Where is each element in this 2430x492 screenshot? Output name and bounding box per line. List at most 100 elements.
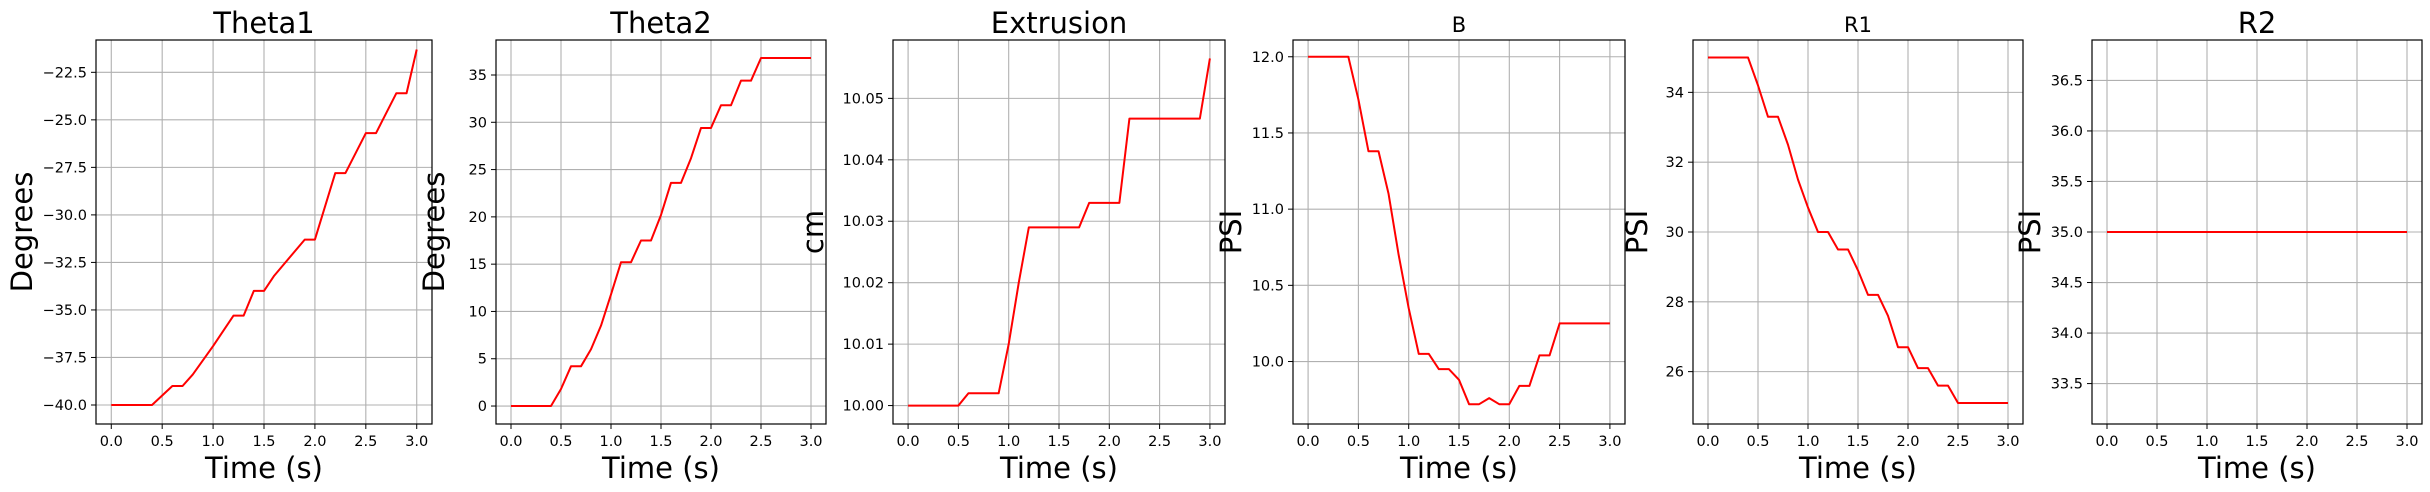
y-tick-label: −35.0 <box>43 303 87 319</box>
x-axis-label: Time (s) <box>204 451 323 485</box>
y-tick-label: 11.5 <box>1252 126 1284 142</box>
x-tick-label: 2.0 <box>2295 434 2318 450</box>
x-tick-label: 2.0 <box>1896 434 1919 450</box>
y-tick-label: 10.00 <box>842 399 884 415</box>
x-tick-label: 0.5 <box>2145 434 2168 450</box>
x-tick-label: 3.0 <box>799 434 822 450</box>
x-tick-label: 3.0 <box>1598 434 1621 450</box>
x-tick-label: 2.0 <box>1498 434 1521 450</box>
y-axis-label: Degrees <box>417 172 451 293</box>
chart-title: R1 <box>1844 13 1872 37</box>
x-tick-label: 0.0 <box>897 434 920 450</box>
chart-panel-4: 0.0 0.5 1.0 1.5 2.0 2.5 3.0 10.0 10.5 11.0 11.5 12.… <box>1214 13 1626 485</box>
chart-title: Extrusion <box>991 6 1127 40</box>
x-tick-label: 1.5 <box>1846 434 1869 450</box>
x-tick-label: 1.5 <box>252 434 275 450</box>
y-tick-label: 36.5 <box>2051 73 2083 89</box>
y-axis-label: Degrees <box>5 172 39 293</box>
y-tick-label: 34 <box>1666 85 1684 101</box>
axes-frame <box>1692 39 2024 425</box>
x-tick-label: 1.0 <box>2195 434 2218 450</box>
x-tick-label: 1.0 <box>997 434 1020 450</box>
y-tick-label: 26 <box>1666 365 1684 381</box>
x-tick-label: 2.0 <box>1098 434 1121 450</box>
x-tick-label: 1.5 <box>1447 434 1470 450</box>
x-tick-label: 3.0 <box>2395 434 2418 450</box>
y-tick-label: 10.0 <box>1252 355 1284 371</box>
y-tick-label: −32.5 <box>43 255 87 271</box>
y-tick-label: 34.0 <box>2051 326 2083 342</box>
y-tick-label: 5 <box>478 352 487 368</box>
y-tick-label: 10.04 <box>842 153 884 169</box>
y-tick-label: −25.0 <box>43 113 87 129</box>
x-tick-label: 0.5 <box>947 434 970 450</box>
series-line <box>908 58 1211 407</box>
x-tick-label: 0.5 <box>1746 434 1769 450</box>
chart-title: R2 <box>2238 6 2277 40</box>
x-tick-label: 0.0 <box>2095 434 2118 450</box>
y-tick-label: 30 <box>1666 225 1684 241</box>
y-tick-label: −37.5 <box>43 350 87 366</box>
y-tick-label: −30.0 <box>43 208 87 224</box>
axes-frame <box>495 39 827 425</box>
y-tick-label: 20 <box>469 210 487 226</box>
y-axis-label: cm <box>796 210 830 254</box>
x-tick-label: 0.0 <box>100 434 123 450</box>
series-line <box>1308 55 1610 406</box>
x-tick-label: 0.5 <box>1347 434 1370 450</box>
x-tick-label: 2.0 <box>699 434 722 450</box>
chart-panel-2: 0.0 0.5 1.0 1.5 2.0 2.5 3.0 0 5 10 15 20 25 30 35 Theta… <box>417 6 827 485</box>
x-axis-label: Time (s) <box>999 451 1118 485</box>
y-tick-label: 35.5 <box>2051 174 2083 190</box>
y-tick-label: 0 <box>478 399 487 415</box>
x-tick-label: 3.0 <box>1996 434 2019 450</box>
y-tick-label: 35 <box>469 68 487 84</box>
x-tick-label: 0.5 <box>151 434 174 450</box>
y-tick-label: 10.02 <box>842 276 884 292</box>
x-tick-label: 3.0 <box>405 434 428 450</box>
y-tick-label: 12.0 <box>1252 50 1284 66</box>
y-tick-label: 10.01 <box>842 337 884 353</box>
x-tick-label: 2.5 <box>1946 434 1969 450</box>
x-tick-label: 3.0 <box>1198 434 1221 450</box>
x-tick-label: 0.0 <box>499 434 522 450</box>
chart-title: Theta2 <box>609 6 712 40</box>
chart-title: B <box>1452 13 1466 37</box>
x-tick-label: 0.0 <box>1696 434 1719 450</box>
y-tick-label: 28 <box>1666 295 1684 311</box>
x-tick-label: 0.0 <box>1297 434 1320 450</box>
series-line <box>511 56 811 408</box>
y-axis-label: PSI <box>1620 210 1654 254</box>
y-tick-label: 15 <box>469 257 487 273</box>
x-tick-label: 0.5 <box>549 434 572 450</box>
y-tick-label: 10 <box>469 304 487 320</box>
series-line <box>111 49 418 406</box>
x-tick-label: 2.5 <box>1148 434 1171 450</box>
axes-frame <box>1292 39 1626 425</box>
axes-frame <box>892 39 1226 425</box>
axes-frame <box>95 39 433 425</box>
x-tick-label: 1.5 <box>649 434 672 450</box>
y-tick-label: 11.0 <box>1252 202 1284 218</box>
chart-panel-6: 0.0 0.5 1.0 1.5 2.0 2.5 3.0 33.5 34.0 34.5 35.0 35.… <box>2013 6 2423 485</box>
chart-title: Theta1 <box>212 6 315 40</box>
y-tick-label: 36.0 <box>2051 124 2083 140</box>
x-tick-label: 1.0 <box>1397 434 1420 450</box>
series-line <box>1708 56 2008 405</box>
y-tick-label: 30 <box>469 115 487 131</box>
x-tick-label: 2.0 <box>303 434 326 450</box>
y-tick-label: 10.5 <box>1252 278 1284 294</box>
x-tick-label: 1.5 <box>2245 434 2268 450</box>
y-tick-label: 10.03 <box>842 214 884 230</box>
x-tick-label: 1.0 <box>599 434 622 450</box>
y-tick-label: 25 <box>469 163 487 179</box>
x-tick-label: 1.0 <box>202 434 225 450</box>
x-tick-label: 1.0 <box>1796 434 1819 450</box>
x-axis-label: Time (s) <box>2197 451 2316 485</box>
x-tick-label: 2.5 <box>1548 434 1571 450</box>
x-tick-label: 1.5 <box>1047 434 1070 450</box>
x-axis-label: Time (s) <box>1798 451 1917 485</box>
x-axis-label: Time (s) <box>601 451 720 485</box>
